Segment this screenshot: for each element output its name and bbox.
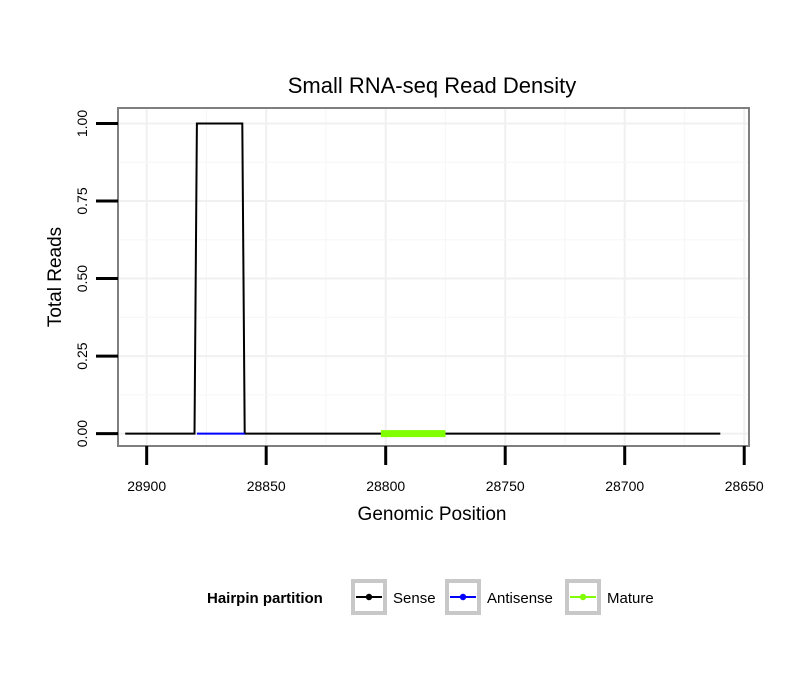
legend-key-point (365, 593, 373, 601)
y-tick-label: 0.25 (74, 342, 90, 369)
y-tick-label: 0.00 (74, 420, 90, 447)
y-tick-label: 0.50 (74, 265, 90, 292)
legend-entry-antisense: Antisense (445, 579, 553, 615)
x-tick-label: 28750 (486, 478, 525, 494)
x-tick-label: 28700 (605, 478, 644, 494)
grid (118, 108, 749, 446)
legend-title: Hairpin partition (207, 590, 323, 607)
y-tick-label: 1.00 (74, 110, 90, 137)
x-tick-label: 28800 (366, 478, 405, 494)
legend-label: Sense (393, 590, 436, 607)
legend-label: Antisense (487, 590, 553, 607)
y-tick-label: 0.75 (74, 187, 90, 214)
legend-key-point (459, 593, 467, 601)
legend-entry-mature: Mature (565, 579, 654, 615)
series-layer (125, 122, 721, 438)
chart-title: Small RNA-seq Read Density (288, 73, 577, 98)
legend-label: Mature (607, 590, 654, 607)
x-tick-label: 28900 (127, 478, 166, 494)
legend: Hairpin partition Sense Antisense Mature (207, 579, 654, 615)
x-tick-label: 28650 (725, 478, 764, 494)
x-tick-label: 28850 (247, 478, 286, 494)
legend-key-point (579, 593, 587, 601)
plot-panel-border (117, 107, 750, 447)
x-axis-label: Genomic Position (358, 504, 507, 525)
y-axis-label: Total Reads (45, 227, 66, 327)
legend-entry-sense: Sense (351, 579, 436, 615)
axis-ticks: 28900 28850 28800 28750 28700 28650 0.00 0.25 0.… (74, 110, 764, 494)
series-sense-line (125, 122, 721, 435)
